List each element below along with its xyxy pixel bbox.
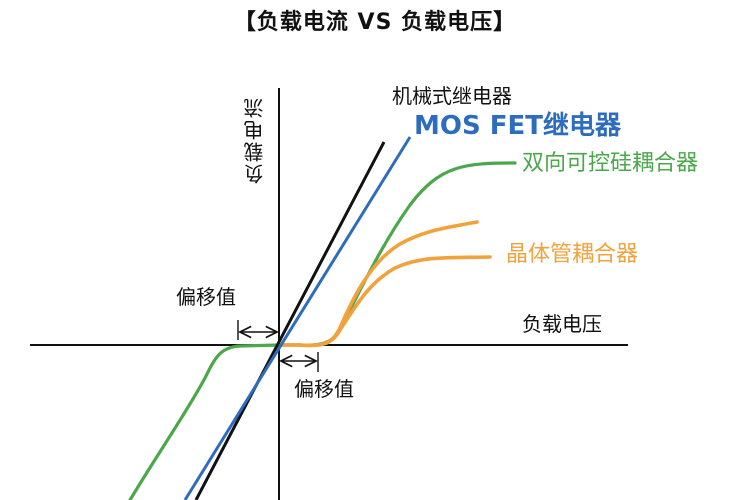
offset-label-upper: 偏移值 <box>176 285 236 309</box>
label-mechanical-relay: 机械式继电器 <box>392 84 512 108</box>
offset-label-lower: 偏移值 <box>294 377 354 401</box>
mosfet-relay-line <box>183 136 412 500</box>
triac-coupler-curve <box>128 161 517 500</box>
transistor-coupler-curve-lower <box>277 255 492 348</box>
x-axis-label: 负载电压 <box>522 312 602 336</box>
label-mosfet-relay: MOS FET继电器 <box>414 111 622 141</box>
mechanical-relay-line <box>194 141 386 500</box>
label-triac-coupler: 双向可控硅耦合器 <box>522 151 699 176</box>
y-axis-label: 负载电流 <box>243 96 267 184</box>
label-transistor-coupler: 晶体管耦合器 <box>506 242 639 267</box>
diagram-title: 【负载电流 VS 负载电压】 <box>233 10 517 35</box>
